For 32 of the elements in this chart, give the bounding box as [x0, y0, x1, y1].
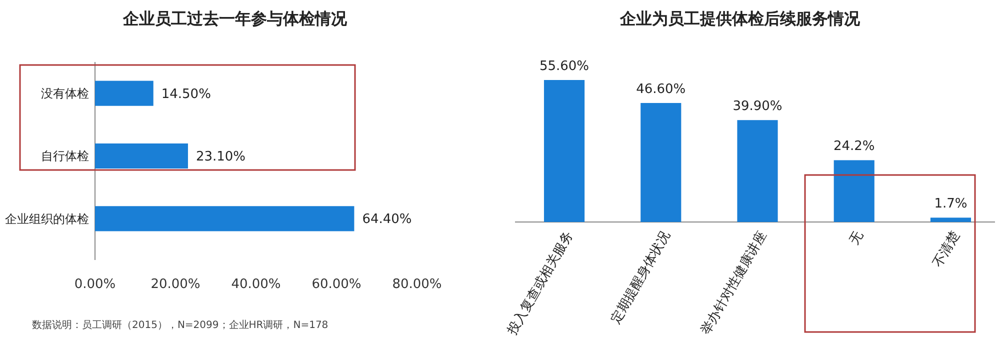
text: 数据说明：员工调研（2015），N=2099；企业HR调研，N=178 — [32, 319, 328, 331]
data-label: 39.90% — [732, 99, 782, 114]
x-tick-label: 无 — [847, 228, 867, 248]
data-label: 46.60% — [636, 82, 686, 97]
x-tick-label: 60.00% — [312, 277, 362, 292]
bar — [737, 120, 778, 222]
x-tick-label: 0.00% — [74, 277, 116, 292]
bar — [95, 206, 354, 232]
x-tick-label: 投入复查或相关服务 — [504, 228, 577, 338]
x-tick-label: 定期提醒身体状况 — [608, 228, 674, 326]
x-tick-label: 举办针对性健康讲座 — [698, 228, 770, 338]
data-label: 1.7% — [934, 196, 968, 212]
data-label: 14.50% — [161, 86, 211, 102]
y-tick-label: 自行体检 — [41, 149, 89, 164]
y-tick-label: 企业组织的体检 — [5, 212, 89, 226]
x-tick-label: 80.00% — [392, 277, 442, 292]
data-label: 55.60% — [539, 59, 590, 74]
y-tick-label: 没有体检 — [41, 86, 89, 101]
chart-title: 企业员工过去一年参与体检情况 — [122, 9, 348, 28]
data-label: 24.2% — [833, 139, 875, 154]
x-tick-label: 20.00% — [150, 277, 200, 292]
bar — [930, 218, 972, 222]
x-tick-label: 40.00% — [231, 277, 281, 292]
x-tick-label: 不清楚 — [930, 228, 964, 270]
bar — [544, 80, 585, 222]
bar — [95, 80, 154, 106]
bar — [834, 160, 874, 222]
bar — [640, 102, 682, 222]
bar — [95, 143, 188, 169]
data-label: 64.40% — [362, 212, 412, 228]
chart-title: 企业为员工提供体检后续服务情况 — [619, 9, 861, 28]
data-label: 23.10% — [196, 150, 246, 165]
